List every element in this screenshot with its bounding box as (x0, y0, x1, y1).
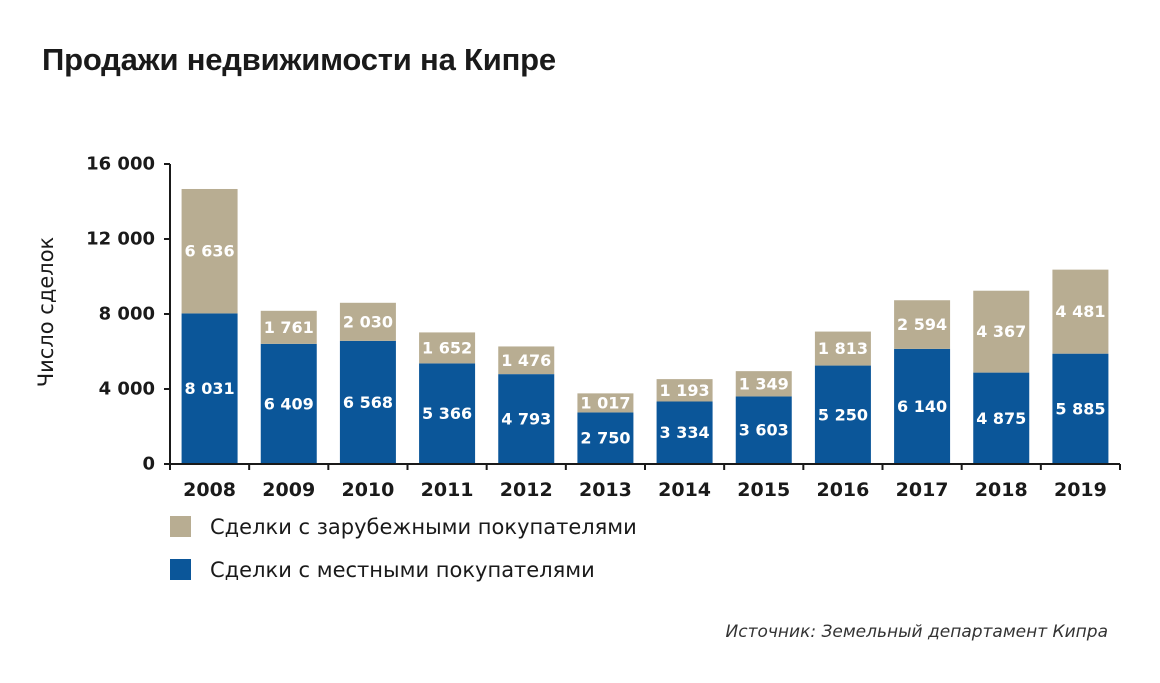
x-tick-label-2016: 2016 (816, 479, 869, 501)
x-tick-label-2009: 2009 (262, 479, 315, 501)
data-label-foreign-2011: 1 652 (422, 338, 472, 357)
data-label-local-2019: 5 885 (1055, 399, 1105, 418)
data-label-foreign-2017: 2 594 (897, 315, 947, 334)
data-label-foreign-2019: 4 481 (1055, 302, 1105, 321)
bar-local-2017 (894, 348, 951, 464)
legend-swatch-local (170, 559, 191, 580)
source-note: Источник: Земельный департамент Кипра (725, 622, 1109, 642)
data-label-local-2008: 8 031 (185, 379, 235, 398)
bar-foreign-2016 (814, 331, 871, 366)
x-tick-label-2012: 2012 (500, 479, 553, 501)
chart-title: Продажи недвижимости на Кипре (42, 42, 556, 77)
legend-label-foreign: Сделки с зарубежными покупателями (210, 514, 637, 539)
bar-foreign-2015 (735, 371, 792, 397)
data-label-foreign-2009: 1 761 (264, 318, 314, 337)
legend: Сделки с зарубежными покупателями Сделки… (170, 514, 637, 602)
data-label-local-2011: 5 366 (422, 404, 472, 423)
x-tick-label-2015: 2015 (737, 479, 790, 501)
y-tick-label: 8 000 (99, 304, 155, 325)
x-tick-label-2008: 2008 (183, 479, 236, 501)
legend-item-foreign: Сделки с зарубежными покупателями (170, 514, 637, 539)
bar-foreign-2017 (894, 300, 951, 349)
bar-foreign-2013 (577, 393, 634, 413)
data-label-local-2016: 5 250 (818, 405, 868, 424)
data-label-local-2014: 3 334 (660, 423, 710, 442)
bar-local-2008 (181, 313, 238, 464)
bar-foreign-2012 (498, 346, 555, 375)
bar-local-2009 (260, 343, 317, 464)
data-label-foreign-2016: 1 813 (818, 339, 868, 358)
y-tick-label: 16 000 (86, 154, 155, 175)
y-tick-label: 12 000 (86, 229, 155, 250)
data-label-foreign-2018: 4 367 (976, 322, 1026, 341)
x-tick-label-2019: 2019 (1054, 479, 1107, 501)
data-label-local-2015: 3 603 (739, 421, 789, 440)
bar-local-2015 (735, 396, 792, 464)
y-tick-label: 0 (142, 454, 155, 475)
data-label-foreign-2010: 2 030 (343, 312, 393, 331)
legend-label-local: Сделки с местными покупателями (210, 557, 595, 582)
data-label-local-2012: 4 793 (501, 410, 551, 429)
x-tick-label-2013: 2013 (579, 479, 632, 501)
data-label-foreign-2015: 1 349 (739, 374, 789, 393)
data-label-foreign-2014: 1 193 (660, 381, 710, 400)
data-label-local-2018: 4 875 (976, 409, 1026, 428)
data-label-local-2017: 6 140 (897, 397, 947, 416)
bar-foreign-2018 (973, 290, 1030, 373)
bar-local-2019 (1052, 353, 1109, 464)
bar-foreign-2010 (339, 302, 396, 341)
x-tick-label-2010: 2010 (341, 479, 394, 501)
bar-foreign-2011 (419, 332, 476, 364)
bar-local-2012 (498, 374, 555, 464)
x-tick-label-2011: 2011 (421, 479, 474, 501)
y-tick-label: 4 000 (99, 379, 155, 400)
bar-foreign-2008 (181, 188, 238, 314)
data-label-local-2010: 6 568 (343, 393, 393, 412)
bar-foreign-2009 (260, 310, 317, 344)
x-tick-label-2014: 2014 (658, 479, 711, 501)
data-label-foreign-2008: 6 636 (185, 242, 235, 261)
bar-local-2018 (973, 372, 1030, 464)
data-label-local-2013: 2 750 (580, 429, 630, 448)
x-tick-label-2018: 2018 (975, 479, 1028, 501)
data-label-foreign-2012: 1 476 (501, 351, 551, 370)
bar-local-2016 (814, 365, 871, 464)
bar-local-2011 (419, 363, 476, 464)
legend-swatch-foreign (170, 516, 191, 537)
bar-foreign-2014 (656, 379, 713, 402)
bar-foreign-2019 (1052, 269, 1109, 354)
legend-item-local: Сделки с местными покупателями (170, 557, 637, 582)
x-tick-label-2017: 2017 (896, 479, 949, 501)
bar-local-2014 (656, 401, 713, 464)
data-label-local-2009: 6 409 (264, 394, 314, 413)
bar-local-2013 (577, 412, 634, 464)
data-label-foreign-2013: 1 017 (580, 393, 630, 412)
bar-local-2010 (339, 340, 396, 464)
